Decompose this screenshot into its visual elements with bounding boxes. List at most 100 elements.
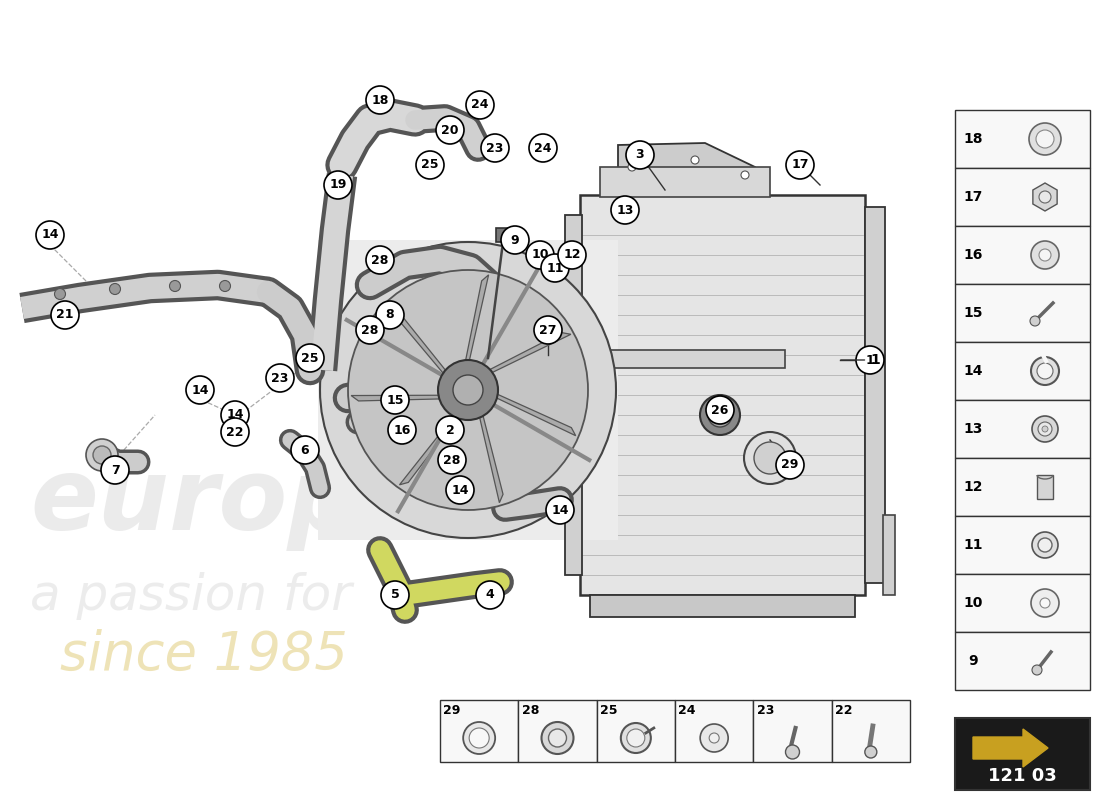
Text: 9: 9 bbox=[510, 234, 519, 246]
Circle shape bbox=[1028, 123, 1062, 155]
Circle shape bbox=[1040, 598, 1050, 608]
Circle shape bbox=[220, 281, 231, 291]
Text: 18: 18 bbox=[372, 94, 388, 106]
Text: 17: 17 bbox=[791, 158, 808, 171]
Bar bbox=[955, 400, 1090, 458]
Circle shape bbox=[627, 729, 645, 747]
Circle shape bbox=[296, 344, 324, 372]
Bar bbox=[955, 718, 1090, 790]
Text: 21: 21 bbox=[56, 309, 74, 322]
Text: 25: 25 bbox=[421, 158, 439, 171]
Text: since 1985: since 1985 bbox=[60, 629, 348, 681]
Text: 15: 15 bbox=[386, 394, 404, 406]
Text: 12: 12 bbox=[964, 480, 982, 494]
Circle shape bbox=[549, 729, 566, 747]
Circle shape bbox=[558, 241, 586, 269]
Circle shape bbox=[186, 376, 214, 404]
Circle shape bbox=[776, 451, 804, 479]
Text: a passion for: a passion for bbox=[30, 572, 352, 620]
Circle shape bbox=[1038, 422, 1052, 436]
Text: 25: 25 bbox=[600, 703, 617, 717]
Text: 19: 19 bbox=[329, 178, 346, 191]
Circle shape bbox=[541, 722, 573, 754]
Circle shape bbox=[700, 395, 740, 435]
Text: 10: 10 bbox=[531, 249, 549, 262]
Text: 4: 4 bbox=[485, 589, 494, 602]
Bar bbox=[955, 226, 1090, 284]
Circle shape bbox=[356, 316, 384, 344]
Polygon shape bbox=[463, 275, 488, 370]
Circle shape bbox=[610, 196, 639, 224]
Bar bbox=[955, 342, 1090, 400]
Text: 22: 22 bbox=[227, 426, 244, 438]
Bar bbox=[580, 195, 865, 595]
Text: 2: 2 bbox=[446, 423, 454, 437]
Bar bbox=[590, 595, 855, 617]
Text: 16: 16 bbox=[964, 248, 982, 262]
Circle shape bbox=[366, 86, 394, 114]
Circle shape bbox=[691, 156, 698, 164]
Circle shape bbox=[1038, 538, 1052, 552]
Circle shape bbox=[436, 416, 464, 444]
Bar bbox=[518, 700, 596, 762]
Bar bbox=[754, 700, 832, 762]
Circle shape bbox=[381, 386, 409, 414]
Bar bbox=[318, 240, 618, 540]
Polygon shape bbox=[618, 143, 755, 195]
Circle shape bbox=[754, 442, 786, 474]
Bar bbox=[596, 700, 675, 762]
Text: 14: 14 bbox=[451, 483, 469, 497]
Text: 24: 24 bbox=[471, 98, 488, 111]
Text: 24: 24 bbox=[535, 142, 552, 154]
Bar bbox=[675, 700, 754, 762]
Circle shape bbox=[1040, 191, 1050, 203]
Circle shape bbox=[110, 283, 121, 294]
Circle shape bbox=[266, 364, 294, 392]
Circle shape bbox=[324, 171, 352, 199]
Circle shape bbox=[438, 446, 466, 474]
Circle shape bbox=[1030, 316, 1040, 326]
Circle shape bbox=[381, 581, 409, 609]
Circle shape bbox=[320, 242, 616, 538]
Circle shape bbox=[620, 723, 651, 753]
Circle shape bbox=[470, 728, 490, 748]
Circle shape bbox=[500, 226, 529, 254]
Bar bbox=[955, 574, 1090, 632]
Text: 23: 23 bbox=[757, 703, 774, 717]
Circle shape bbox=[628, 163, 636, 171]
Bar bbox=[1037, 475, 1053, 499]
Circle shape bbox=[388, 416, 416, 444]
Text: 15: 15 bbox=[964, 306, 982, 320]
Text: 13: 13 bbox=[964, 422, 982, 436]
Text: 16: 16 bbox=[394, 423, 410, 437]
Text: 9: 9 bbox=[968, 654, 978, 668]
Circle shape bbox=[1040, 249, 1050, 261]
Text: 28: 28 bbox=[521, 703, 539, 717]
Bar bbox=[955, 632, 1090, 690]
Text: 22: 22 bbox=[835, 703, 852, 717]
Circle shape bbox=[1042, 426, 1048, 432]
Polygon shape bbox=[488, 390, 575, 436]
Text: 29: 29 bbox=[443, 703, 461, 717]
Circle shape bbox=[785, 745, 800, 759]
Text: 10: 10 bbox=[964, 596, 982, 610]
Circle shape bbox=[706, 396, 734, 424]
Text: 14: 14 bbox=[227, 409, 244, 422]
Bar bbox=[883, 515, 895, 595]
Circle shape bbox=[741, 171, 749, 179]
Circle shape bbox=[36, 221, 64, 249]
Text: 5: 5 bbox=[390, 589, 399, 602]
Circle shape bbox=[436, 116, 464, 144]
Text: 8: 8 bbox=[386, 309, 394, 322]
FancyArrow shape bbox=[974, 729, 1048, 767]
Circle shape bbox=[476, 581, 504, 609]
Text: 14: 14 bbox=[964, 364, 982, 378]
Text: 28: 28 bbox=[443, 454, 461, 466]
Bar bbox=[496, 228, 516, 242]
Circle shape bbox=[626, 141, 654, 169]
Polygon shape bbox=[390, 302, 451, 382]
Polygon shape bbox=[351, 395, 450, 401]
Circle shape bbox=[1037, 363, 1053, 379]
Circle shape bbox=[94, 446, 111, 464]
Text: 26: 26 bbox=[712, 403, 728, 417]
